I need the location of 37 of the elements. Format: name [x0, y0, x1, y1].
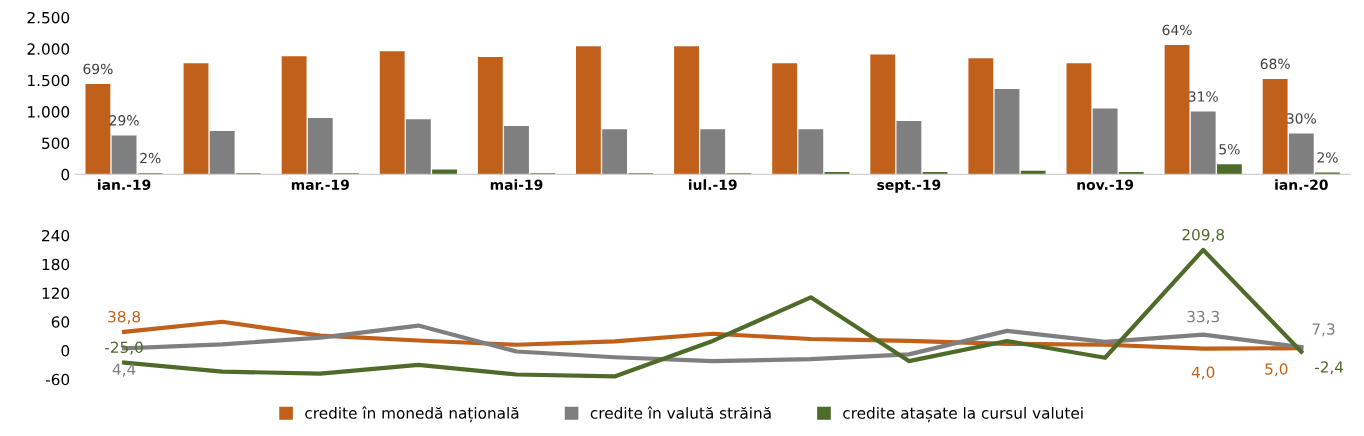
data-label: 7,3: [1312, 323, 1335, 337]
y-tick-label: 60: [51, 316, 70, 328]
y-tick-label: -60: [45, 373, 70, 386]
legend-label: credite în monedă națională: [305, 406, 519, 423]
y-tick-label: 120: [42, 287, 70, 300]
x-tick-label: nov.-19: [1077, 179, 1134, 191]
annotation: 68%: [1260, 58, 1290, 70]
x-tick-label: ian.-19: [98, 179, 151, 191]
data-label: 209,8: [1182, 228, 1225, 243]
annotation: 2%: [140, 152, 161, 164]
y-tick-label: 2.500: [27, 11, 70, 24]
y-tick-label: 1.000: [28, 106, 70, 118]
annotation: 69%: [83, 63, 113, 75]
data-label: 4,4: [112, 363, 136, 377]
data-label: 33,3: [1187, 310, 1219, 324]
data-label: -2,4: [1314, 361, 1344, 375]
data-label: 38,8: [108, 310, 141, 325]
y-tick-label: 500: [42, 137, 70, 150]
y-tick-label: 240: [42, 229, 70, 242]
data-label: 5,0: [1265, 363, 1288, 377]
x-tick-label: sept.-19: [877, 179, 941, 193]
data-label: 4,0: [1191, 366, 1215, 380]
annotation: 5%: [1219, 143, 1240, 155]
y-tick-label: 0: [61, 345, 70, 357]
legend-label: credite atașate la cursul valutei: [843, 406, 1083, 423]
y-tick-label: 1.500: [28, 74, 70, 87]
x-tick-label: iul.-19: [688, 179, 737, 191]
x-tick-label: mar.-19: [291, 179, 349, 191]
legend-label: credite în valută străină: [590, 406, 771, 419]
x-tick-label: ian.-20: [1275, 179, 1328, 191]
data-label: -25,0: [105, 341, 143, 355]
y-tick-label: 0: [61, 168, 70, 181]
y-tick-label: 180: [42, 258, 70, 271]
annotation: 2%: [1317, 152, 1338, 163]
x-tick-label: mai-19: [490, 179, 543, 191]
annotation: 64%: [1162, 24, 1192, 36]
y-tick-label: 2.000: [27, 43, 70, 55]
